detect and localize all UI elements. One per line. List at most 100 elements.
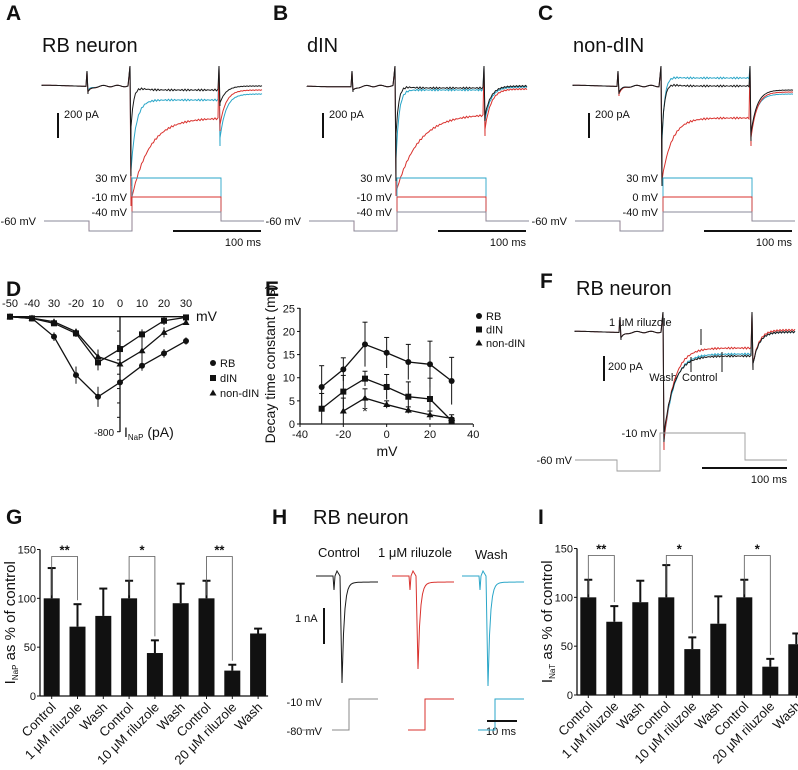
d-x-tick-label: -20 xyxy=(68,298,84,310)
g-y-axis-label: INaP as % of control xyxy=(2,561,20,684)
d-data-point xyxy=(139,331,145,338)
g-bar xyxy=(43,598,60,696)
d-data-point xyxy=(94,353,102,360)
d-data-point xyxy=(6,313,14,320)
i-y-tick-label: 50 xyxy=(561,641,573,653)
f-voltage-step xyxy=(575,432,787,472)
panel-letter-i: I xyxy=(538,506,544,529)
b-voltage-label-holding: -60 mV xyxy=(266,216,302,228)
b-voltage-step-2 xyxy=(309,211,529,232)
b-voltage-label: 30 mV xyxy=(360,173,392,185)
i-y-tick-label: 0 xyxy=(567,690,573,702)
g-y-tick-label: 150 xyxy=(18,545,36,557)
e-data-point xyxy=(361,375,368,382)
current-trace-wash xyxy=(306,65,528,187)
h-condition-wash: Wash xyxy=(475,547,508,562)
g-significance-label: ** xyxy=(214,543,225,558)
f-scale-time-label: 100 ms xyxy=(751,474,788,486)
current-trace-riluzole xyxy=(572,65,794,187)
e-data-point xyxy=(426,361,433,368)
e-data-point xyxy=(448,377,455,384)
a-voltage-step-2 xyxy=(44,211,264,232)
g-y-tick-label: 50 xyxy=(24,642,36,654)
current-trace-control xyxy=(574,311,796,443)
i-bar xyxy=(788,644,798,695)
e-series-non-dIN xyxy=(339,388,456,424)
d-data-point xyxy=(182,318,190,325)
e-data-point xyxy=(340,366,347,373)
panel-a-title: RB neuron xyxy=(42,35,138,57)
c-voltage-step-2 xyxy=(575,211,795,232)
c-voltage-label: 30 mV xyxy=(626,173,658,185)
g-significance-label: ** xyxy=(60,543,71,558)
a-voltage-step-1 xyxy=(44,196,264,232)
d-data-point xyxy=(51,333,57,340)
panel-f-traces xyxy=(574,311,796,451)
e-series-line xyxy=(342,397,452,420)
e-legend-marker xyxy=(476,326,482,333)
i-significance-label: * xyxy=(677,542,683,557)
h-voltage-step xyxy=(408,698,454,731)
e-data-point xyxy=(318,383,325,390)
d-legend-label: dIN xyxy=(220,373,237,385)
current-trace-control xyxy=(572,65,794,187)
c-voltage-step-1 xyxy=(575,196,795,232)
g-bar xyxy=(172,603,189,696)
e-legend-label: RB xyxy=(486,311,501,323)
a-voltage-label-holding: -60 mV xyxy=(1,216,37,228)
e-x-tick-label: 0 xyxy=(384,429,390,441)
h-condition-riluzole: 1 μM riluzole xyxy=(378,545,452,560)
current-trace-riluzole xyxy=(306,65,528,197)
b-voltage-label: -40 mV xyxy=(357,207,393,219)
d-data-point xyxy=(28,314,36,321)
b-voltage-step-0 xyxy=(309,177,529,232)
d-legend-marker xyxy=(210,375,216,381)
h-current-trace xyxy=(462,569,525,687)
d-data-point xyxy=(73,372,79,379)
d-x-tick-label: -50 xyxy=(2,298,18,310)
current-trace-control xyxy=(41,65,263,177)
b-scale-current-label: 200 pA xyxy=(329,109,365,121)
e-y-tick-label: 10 xyxy=(283,373,295,385)
e-data-point xyxy=(448,414,456,421)
panel-h-title: RB neuron xyxy=(313,507,409,529)
panel-letter-h: H xyxy=(272,506,287,529)
d-data-point xyxy=(161,350,167,357)
e-series-RB xyxy=(318,321,455,409)
d-x-tick-label: 30 xyxy=(180,298,192,310)
c-voltage-label: -40 mV xyxy=(623,207,659,219)
d-data-point xyxy=(161,317,167,324)
panel-letter-e: E xyxy=(265,278,279,301)
g-bar xyxy=(224,670,241,696)
i-bar xyxy=(684,649,701,695)
g-significance-label: * xyxy=(139,543,145,558)
h-voltage-step xyxy=(478,698,524,731)
e-legend-label: non-dIN xyxy=(486,338,525,350)
panel-letter-d: D xyxy=(6,278,21,301)
chart-d: -50 -40 30 -20 10 0 10 20 30 mV -800 INaP (pA) RB dIN… xyxy=(2,298,259,442)
e-legend-label: dIN xyxy=(486,325,503,337)
d-x-tick-label: -40 xyxy=(24,298,40,310)
d-data-point xyxy=(117,379,123,386)
c-voltage-label-holding: -60 mV xyxy=(532,216,568,228)
e-data-point xyxy=(383,401,391,408)
i-bar xyxy=(736,597,753,695)
f-voltage-label-2: -60 mV xyxy=(537,455,573,467)
current-trace-wash xyxy=(41,65,263,187)
g-y-tick-label: 100 xyxy=(18,593,36,605)
f-voltage-label-1: -10 mV xyxy=(622,428,658,440)
panel-letter-g: G xyxy=(6,506,22,529)
e-data-point xyxy=(318,405,325,412)
d-data-point xyxy=(183,314,189,321)
e-data-point xyxy=(405,358,412,365)
g-y-tick-label: 0 xyxy=(30,691,36,703)
h-voltage-label-2: -80 mV xyxy=(287,726,323,738)
h-scale-time-label: 10 ms xyxy=(486,726,516,738)
e-data-point xyxy=(405,393,412,400)
e-x-tick-label: -40 xyxy=(292,429,308,441)
i-bar xyxy=(632,602,649,695)
h-condition-control: Control xyxy=(318,545,360,560)
e-data-point xyxy=(383,349,390,356)
h-scale-current-label: 1 nA xyxy=(295,613,318,625)
